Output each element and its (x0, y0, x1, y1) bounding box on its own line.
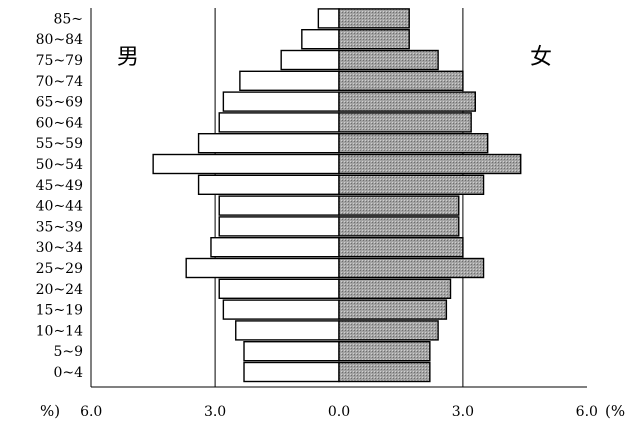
bar-female-15 (338, 320, 439, 341)
bar-female-4 (338, 91, 476, 112)
bar-male-1 (301, 29, 340, 50)
bar-female-1 (338, 29, 410, 50)
bar-female-14 (338, 299, 448, 320)
category-label-1: 80~84 (36, 32, 83, 48)
bars-layer (152, 8, 522, 383)
bar-male-3 (239, 70, 340, 92)
bar-female-7 (338, 153, 522, 175)
x-unit-left: %) (40, 402, 60, 420)
category-label-9: 40~44 (36, 199, 83, 215)
bar-male-6 (197, 132, 340, 154)
bar-female-13 (338, 278, 452, 299)
category-label-14: 15~19 (36, 303, 83, 319)
x-tick-label-0: 6.0 (80, 404, 102, 420)
category-label-4: 65~69 (36, 95, 83, 111)
bar-male-5 (218, 112, 340, 133)
category-label-0: 85~ (53, 11, 83, 27)
category-label-5: 60~64 (36, 115, 83, 131)
bar-female-0 (338, 8, 410, 29)
category-label-15: 10~14 (36, 323, 83, 339)
category-label-10: 35~39 (36, 219, 83, 235)
female-label: 女 (530, 45, 552, 70)
bar-female-11 (338, 236, 464, 258)
x-tick-label-3: 3.0 (452, 404, 474, 420)
bar-male-2 (280, 49, 340, 71)
bar-male-8 (197, 174, 340, 196)
bar-male-4 (222, 91, 340, 112)
x-tick-label-2: 0.0 (328, 404, 350, 420)
bar-female-8 (338, 174, 485, 196)
category-label-2: 75~79 (36, 53, 83, 69)
bar-female-12 (338, 257, 485, 279)
bar-male-15 (235, 320, 340, 341)
bar-female-9 (338, 195, 460, 216)
bar-male-17 (243, 361, 340, 383)
category-label-17: 0~4 (53, 365, 83, 381)
bar-male-12 (185, 257, 340, 279)
bar-male-10 (218, 216, 340, 237)
bar-female-6 (338, 132, 489, 154)
labels-layer: 男 女 %) (% (40, 45, 625, 420)
category-label-16: 5~9 (53, 344, 83, 360)
bar-male-14 (222, 299, 340, 320)
category-label-11: 30~34 (36, 240, 83, 256)
bar-male-0 (317, 8, 340, 29)
category-label-8: 45~49 (36, 178, 83, 194)
category-label-3: 70~74 (36, 74, 83, 90)
bar-male-13 (218, 278, 340, 299)
category-label-7: 50~54 (36, 157, 83, 173)
bar-female-17 (338, 361, 431, 383)
bar-female-16 (338, 341, 431, 362)
category-label-6: 55~59 (36, 136, 83, 152)
bar-female-10 (338, 216, 460, 237)
bar-female-2 (338, 49, 439, 71)
male-label: 男 (117, 45, 139, 70)
x-tick-label-4: 6.0 (576, 404, 598, 420)
bar-female-3 (338, 70, 464, 92)
bar-female-5 (338, 112, 472, 133)
bar-male-11 (210, 236, 340, 258)
x-tick-label-1: 3.0 (204, 404, 226, 420)
bar-male-9 (218, 195, 340, 216)
axis-layer: 85~ 80~84 75~79 70~74 65~69 60~64 55~59 50~54 45… (36, 8, 598, 420)
bar-male-16 (243, 341, 340, 362)
category-label-13: 20~24 (36, 282, 83, 298)
bar-male-7 (152, 153, 340, 175)
category-label-12: 25~29 (36, 261, 83, 277)
x-unit-right: (% (605, 402, 625, 420)
